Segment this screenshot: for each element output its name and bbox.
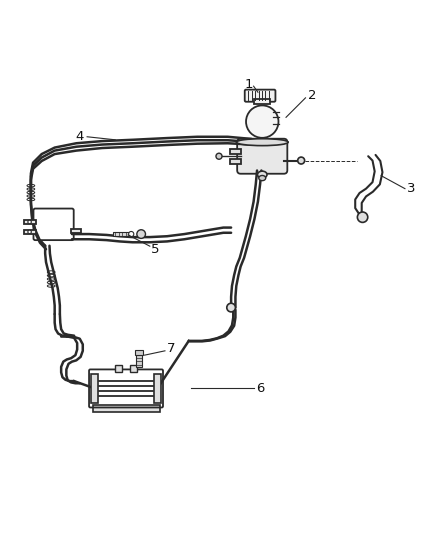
Bar — [24, 220, 35, 224]
Text: 7: 7 — [167, 342, 176, 355]
Circle shape — [357, 212, 368, 222]
Bar — [113, 232, 130, 236]
Bar — [24, 230, 35, 234]
Ellipse shape — [246, 106, 279, 138]
Ellipse shape — [258, 171, 267, 178]
Circle shape — [129, 231, 134, 237]
Bar — [135, 350, 143, 355]
Text: 6: 6 — [256, 382, 264, 395]
Bar — [136, 354, 141, 367]
Bar — [91, 374, 98, 403]
Bar — [254, 99, 270, 104]
Circle shape — [28, 220, 32, 224]
Circle shape — [216, 153, 222, 159]
Text: 4: 4 — [76, 130, 84, 143]
Bar — [71, 229, 81, 233]
Circle shape — [298, 157, 304, 164]
FancyBboxPatch shape — [237, 139, 287, 174]
Bar — [115, 365, 122, 373]
Circle shape — [28, 230, 32, 233]
Bar — [131, 365, 137, 373]
Bar — [92, 405, 159, 412]
Text: 3: 3 — [407, 182, 416, 195]
Text: 5: 5 — [151, 243, 159, 256]
Bar — [230, 149, 240, 154]
Text: 1: 1 — [245, 77, 254, 91]
Text: 2: 2 — [308, 89, 316, 102]
Bar — [230, 159, 240, 164]
Circle shape — [137, 230, 145, 238]
Circle shape — [227, 303, 236, 312]
Ellipse shape — [259, 175, 266, 181]
Bar — [154, 374, 161, 403]
FancyBboxPatch shape — [245, 90, 276, 102]
Ellipse shape — [236, 139, 288, 146]
